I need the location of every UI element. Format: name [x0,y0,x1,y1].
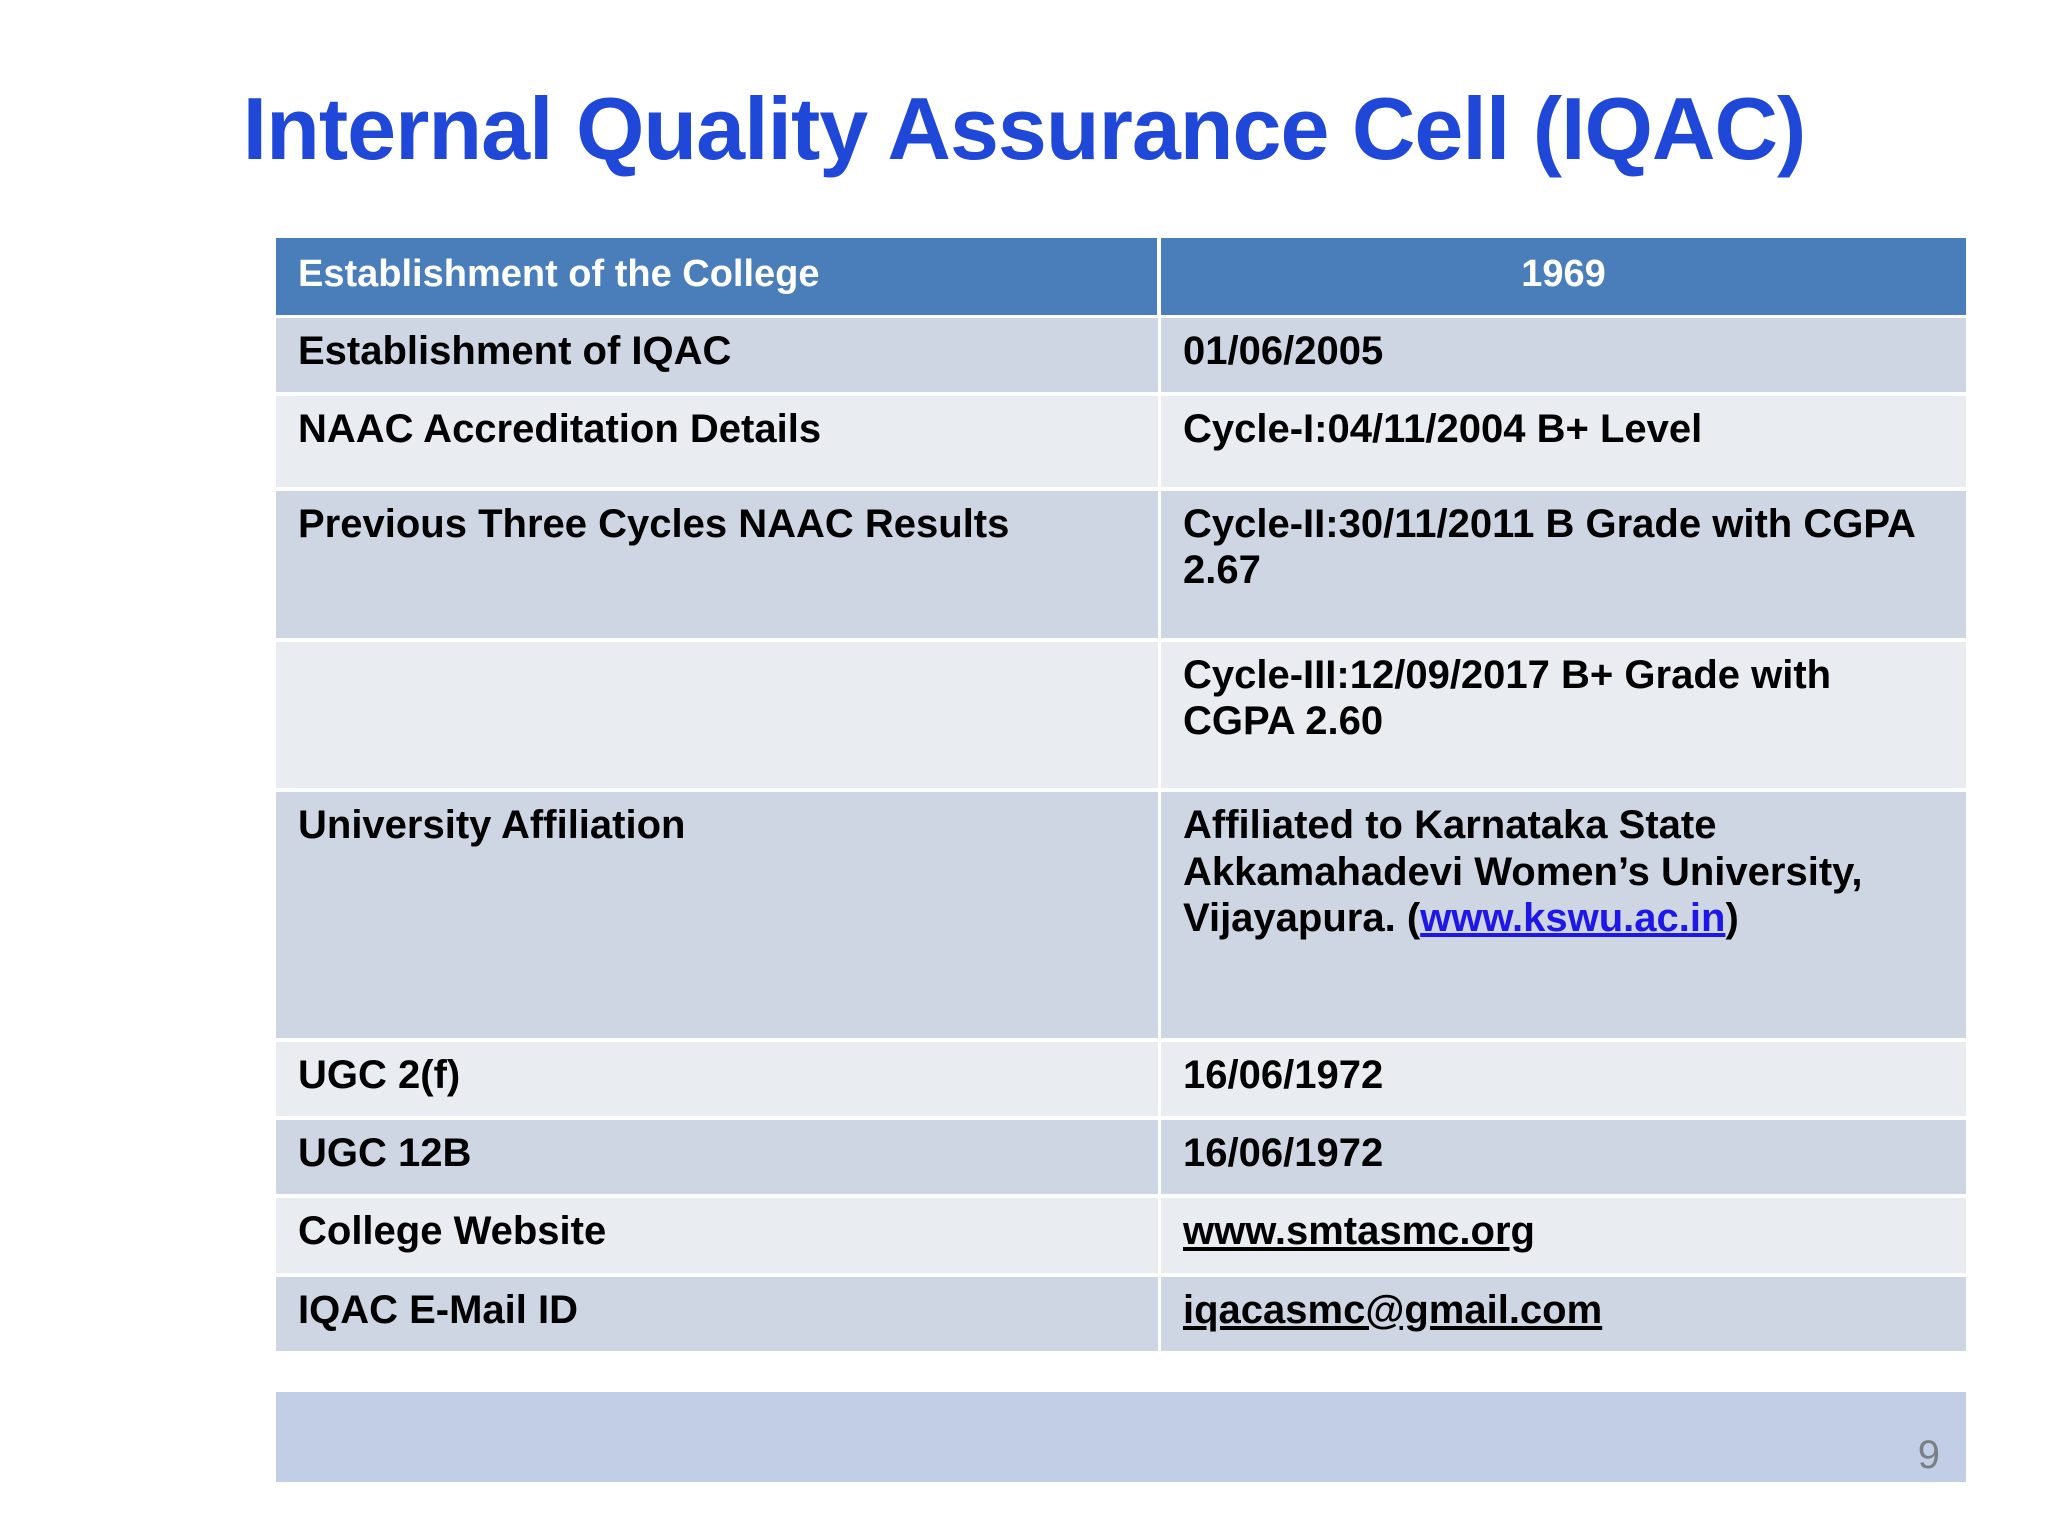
table-row: College Website www.smtasmc.org [276,1198,1966,1277]
iqac-email-link[interactable]: iqacasmc@gmail.com [1183,1287,1603,1332]
row-label-establishment-of-iqac: Establishment of IQAC [276,318,1161,397]
row-label-ugc-2f: UGC 2(f) [276,1041,1161,1120]
college-website-link[interactable]: www.smtasmc.org [1183,1209,1535,1254]
row-value-college-website: www.smtasmc.org [1161,1198,1966,1277]
header-cell-establishment-of-the-college: Establishment of the College [276,238,1161,318]
table-row: Cycle-III:12/09/2017 B+ Grade with CGPA … [276,641,1966,793]
table-row: Establishment of IQAC 01/06/2005 [276,318,1966,397]
row-value-establishment-of-iqac: 01/06/2005 [1161,318,1966,397]
page-title: Internal Quality Assurance Cell (IQAC) [242,79,1807,178]
table-header: Establishment of the College 1969 [276,238,1966,318]
row-value-ugc-12b: 16/06/1972 [1161,1119,1966,1199]
table-footer-bar: 9 [276,1392,1966,1482]
row-label-college-website: College Website [276,1198,1161,1277]
iqac-info-table: Establishment of the College 1969 Establ… [276,238,1966,1356]
table-row: NAAC Accreditation Details Cycle-I:04/11… [276,396,1966,491]
table-row: University Affiliation Affiliated to Kar… [276,792,1966,1042]
kswu-website-link[interactable]: www.kswu.ac.in [1420,896,1726,941]
row-value-naac-cycle-3: Cycle-III:12/09/2017 B+ Grade with CGPA … [1161,641,1966,793]
affiliation-text: Affiliated to Karnataka State Akkamahade… [1183,803,1863,941]
row-value-ugc-2f: 16/06/1972 [1161,1041,1966,1120]
row-label-previous-three-cycles-naac-results: Previous Three Cycles NAAC Results [276,490,1161,642]
table-row: IQAC E-Mail ID iqacasmc@gmail.com [276,1276,1966,1356]
table-row: UGC 12B 16/06/1972 [276,1119,1966,1199]
header-cell-year: 1969 [1161,238,1966,318]
row-value-university-affiliation: Affiliated to Karnataka State Akkamahade… [1161,792,1966,1042]
table-header-row: Establishment of the College 1969 [276,238,1966,318]
row-label-ugc-12b: UGC 12B [276,1119,1161,1199]
row-label-university-affiliation: University Affiliation [276,792,1161,1042]
affiliation-text-suffix: ) [1725,896,1739,941]
row-value-naac-cycle-2: Cycle-II:30/11/2011 B Grade with CGPA 2.… [1161,490,1966,642]
table-row: UGC 2(f) 16/06/1972 [276,1041,1966,1120]
row-value-iqac-email-id: iqacasmc@gmail.com [1161,1276,1966,1356]
row-value-naac-accreditation-details: Cycle-I:04/11/2004 B+ Level [1161,396,1966,491]
table-body: Establishment of IQAC 01/06/2005 NAAC Ac… [276,318,1966,1356]
slide-page-number: 9 [1917,1433,1940,1477]
row-label-empty [276,641,1161,793]
iqac-info-table-wrapper: Establishment of the College 1969 Establ… [276,238,1966,1356]
row-label-iqac-email-id: IQAC E-Mail ID [276,1276,1161,1356]
row-label-naac-accreditation-details: NAAC Accreditation Details [276,396,1161,491]
table-row: Previous Three Cycles NAAC Results Cycle… [276,490,1966,642]
